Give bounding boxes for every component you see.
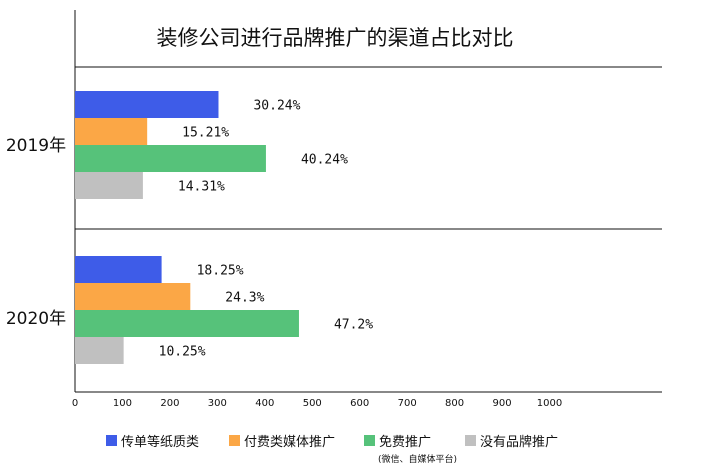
bar-1-1 <box>75 91 219 118</box>
x-tick-1000: 1000 <box>537 398 562 409</box>
x-tick-600: 600 <box>350 398 369 409</box>
data-label-2-4: 10.25% <box>159 345 206 360</box>
category-label-2: 2020年 <box>6 309 66 329</box>
legend-label-4: 没有品牌推广 <box>480 434 558 450</box>
x-tick-labels: 0 100 200 300 400 500 600 700 800 900 1000 <box>72 398 562 409</box>
data-label-1-2: 15.21% <box>182 126 229 141</box>
legend-note-3: (微信、自媒体平台) <box>378 453 457 465</box>
data-label-2-2: 24.3% <box>225 291 264 306</box>
legend-swatch-4 <box>465 435 476 446</box>
chart-title: 装修公司进行品牌推广的渠道占比对比 <box>157 26 514 50</box>
legend-swatch-2 <box>229 435 240 446</box>
legend-label-1: 传单等纸质类 <box>121 434 199 450</box>
legend: 传单等纸质类 付费类媒体推广 免费推广 (微信、自媒体平台) 没有品牌推广 <box>106 434 558 465</box>
category-labels: 2019年 2020年 <box>6 136 66 329</box>
bar-1-3 <box>75 145 266 172</box>
data-label-2-3: 47.2% <box>334 318 373 333</box>
bar-2-2 <box>75 283 191 310</box>
bar-2-1 <box>75 256 162 283</box>
x-tick-300: 300 <box>208 398 227 409</box>
x-tick-900: 900 <box>493 398 512 409</box>
data-label-1-4: 14.31% <box>178 180 225 195</box>
x-tick-0: 0 <box>72 398 78 409</box>
x-tick-700: 700 <box>398 398 417 409</box>
category-label-1: 2019年 <box>6 136 66 156</box>
bar-1-4 <box>75 172 143 199</box>
x-tick-800: 800 <box>445 398 464 409</box>
x-tick-100: 100 <box>113 398 132 409</box>
bar-1-2 <box>75 118 148 145</box>
bars-group: 30.24% 15.21% 40.24% 14.31% 18.25% 24.3% 47.2%… <box>75 91 373 364</box>
legend-swatch-3 <box>364 435 375 446</box>
x-tick-400: 400 <box>255 398 274 409</box>
bar-2-4 <box>75 337 124 364</box>
bar-2-3 <box>75 310 299 337</box>
x-tick-200: 200 <box>160 398 179 409</box>
data-label-1-3: 40.24% <box>301 153 348 168</box>
legend-label-3: 免费推广 <box>379 435 431 450</box>
data-label-1-1: 30.24% <box>253 99 300 114</box>
data-label-2-1: 18.25% <box>197 264 244 279</box>
legend-label-2: 付费类媒体推广 <box>244 435 335 450</box>
x-tick-500: 500 <box>303 398 322 409</box>
legend-swatch-1 <box>106 435 117 446</box>
